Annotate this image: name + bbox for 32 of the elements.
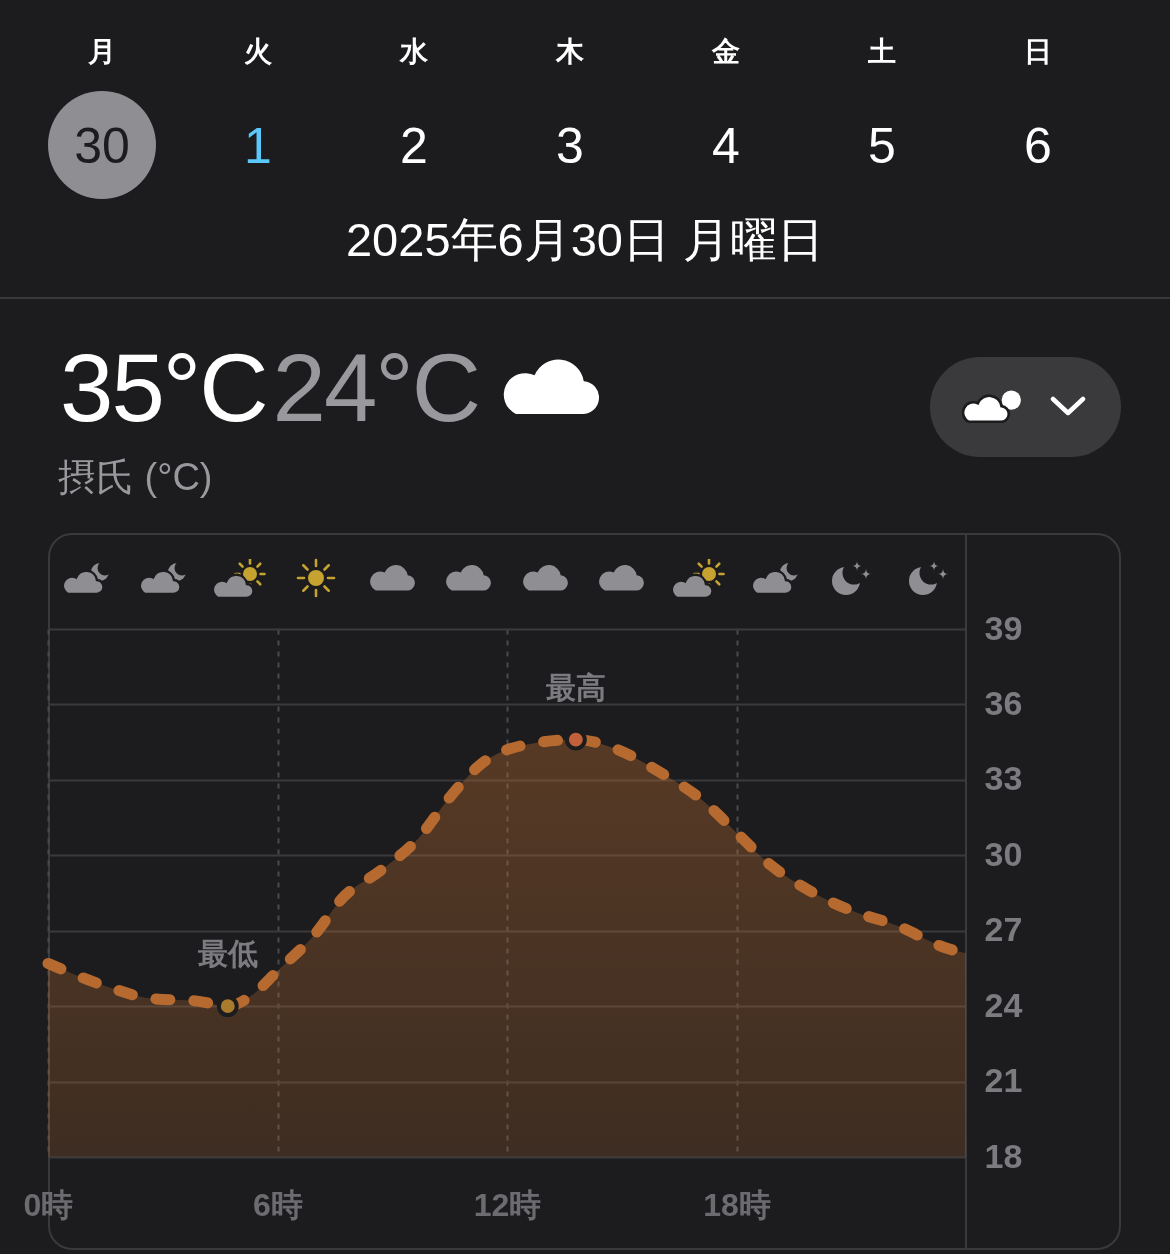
x-tick-label: 0時 [23, 1186, 74, 1223]
chart-subtitle: 摂氏 (°C) [58, 455, 213, 500]
y-tick-label: 24 [984, 985, 1023, 1024]
x-tick-label: 12時 [473, 1186, 542, 1223]
y-tick-label: 33 [984, 759, 1023, 798]
text: 3 [555, 117, 585, 176]
text: 土 [867, 35, 897, 69]
text: 35°C [60, 334, 267, 441]
text: 水 [398, 35, 429, 69]
text: 6 [1023, 117, 1053, 176]
y-tick-label: 27 [984, 910, 1023, 949]
text: 30 [73, 117, 131, 176]
x-tick-label: 18時 [703, 1186, 771, 1223]
y-tick-label: 18 [984, 1136, 1023, 1175]
text: 月 [87, 35, 117, 69]
text: 木 [555, 35, 585, 69]
x-tick-label: 6時 [253, 1186, 303, 1223]
chart-title: 2025年6月30日 月曜日 [344, 212, 825, 268]
y-tick-label: 36 [984, 683, 1023, 722]
text: 4 [711, 117, 741, 176]
y-tick-label: 30 [984, 834, 1023, 873]
text: 火 [243, 35, 273, 69]
annotation: 最高 [545, 670, 606, 704]
annotation: 最低 [197, 937, 258, 971]
text: 5 [867, 117, 897, 176]
text: 1 [243, 117, 273, 176]
text: 日 [1023, 35, 1053, 69]
text: 24°C [272, 334, 479, 441]
y-tick-label: 21 [984, 1061, 1023, 1100]
y-tick-label: 39 [984, 608, 1023, 647]
text: 2 [399, 117, 429, 176]
text: 金 [711, 35, 741, 69]
